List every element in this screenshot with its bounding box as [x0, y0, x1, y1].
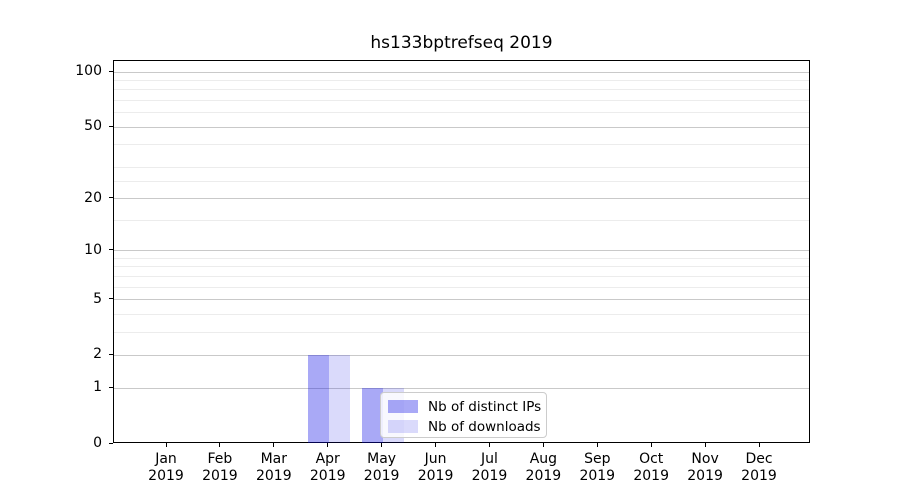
x-tick-label-mar: Mar 2019: [255, 451, 292, 484]
x-tick-label-oct: Oct 2019: [633, 451, 669, 484]
gridline-minor-9: [114, 257, 809, 259]
gridline-minor-30: [114, 166, 809, 168]
x-tick-may: [381, 443, 383, 447]
gridline-minor-90: [114, 79, 809, 81]
x-tick-label-jan: Jan 2019: [148, 451, 184, 484]
legend-swatch-downloads: [388, 420, 418, 433]
y-tick-10: [109, 249, 113, 251]
y-tick-label-2: 2: [93, 346, 102, 363]
y-tick-label-0: 0: [93, 435, 102, 451]
y-tick-100: [109, 70, 113, 72]
gridline-major-5: [114, 299, 809, 301]
y-tick-label-20: 20: [84, 189, 102, 206]
x-tick-label-feb: Feb 2019: [202, 451, 238, 484]
gridline-minor-40: [114, 144, 809, 146]
gridline-minor-60: [114, 112, 809, 114]
legend-item-distinct-ips: Nb of distinct IPs: [388, 398, 542, 415]
legend-label-distinct-ips: Nb of distinct IPs: [428, 398, 542, 415]
legend-label-downloads: Nb of downloads: [428, 418, 541, 435]
x-tick-label-sep: Sep 2019: [579, 451, 616, 484]
x-tick-label-jun: Jun 2019: [417, 451, 454, 484]
gridline-major-100: [114, 71, 809, 73]
gridline-minor-7: [114, 275, 809, 277]
x-tick-label-dec: Dec 2019: [741, 451, 777, 484]
legend-item-downloads: Nb of downloads: [388, 418, 541, 435]
gridline-minor-25: [114, 180, 809, 182]
x-tick-mar: [273, 443, 275, 447]
gridlines-layer: [114, 61, 809, 442]
x-tick-sep: [596, 443, 598, 447]
y-tick-2: [109, 353, 113, 355]
x-tick-jun: [435, 443, 437, 447]
x-tick-label-apr: Apr 2019: [309, 451, 346, 484]
x-tick-jan: [165, 443, 167, 447]
x-tick-label-may: May 2019: [363, 451, 400, 484]
y-tick-label-5: 5: [93, 290, 102, 307]
bar-downloads-apr: [328, 355, 350, 443]
x-tick-feb: [219, 443, 221, 447]
y-tick-label-10: 10: [84, 241, 102, 258]
gridline-minor-15: [114, 220, 809, 222]
x-tick-label-nov: Nov 2019: [687, 451, 723, 484]
y-tick-label-50: 50: [84, 118, 102, 135]
gridline-minor-70: [114, 99, 809, 101]
gridline-major-20: [114, 198, 809, 200]
gridline-major-2: [114, 354, 809, 356]
bar-distinct-ips-may: [361, 388, 383, 443]
x-tick-label-aug: Aug 2019: [525, 451, 562, 484]
x-tick-oct: [650, 443, 652, 447]
gridline-major-10: [114, 250, 809, 252]
y-tick-1: [109, 386, 113, 388]
chart-title: hs133bptrefseq 2019: [370, 33, 553, 53]
legend-swatch-distinct-ips: [388, 400, 418, 413]
y-tick-20: [109, 197, 113, 199]
x-tick-dec: [758, 443, 760, 447]
bars-layer: [114, 61, 809, 443]
y-tick-5: [109, 298, 113, 300]
y-tick-label-1: 1: [93, 379, 102, 396]
x-tick-nov: [704, 443, 706, 447]
gridline-minor-3: [114, 331, 809, 333]
y-tick-50: [109, 125, 113, 127]
x-tick-aug: [542, 443, 544, 447]
y-tick-0: [109, 442, 113, 444]
plot-area: Nb of distinct IPs Nb of downloads: [113, 60, 810, 443]
y-tick-label-100: 100: [75, 63, 102, 79]
gridline-minor-80: [114, 89, 809, 91]
gridline-minor-8: [114, 266, 809, 268]
x-tick-jul: [488, 443, 490, 447]
x-tick-label-jul: Jul 2019: [471, 451, 508, 484]
gridline-minor-6: [114, 286, 809, 288]
legend: Nb of distinct IPs Nb of downloads: [380, 392, 547, 438]
bar-distinct-ips-apr: [307, 355, 329, 443]
gridline-minor-4: [114, 313, 809, 315]
gridline-major-50: [114, 126, 809, 128]
gridline-major-1: [114, 387, 809, 389]
x-tick-apr: [327, 443, 329, 447]
